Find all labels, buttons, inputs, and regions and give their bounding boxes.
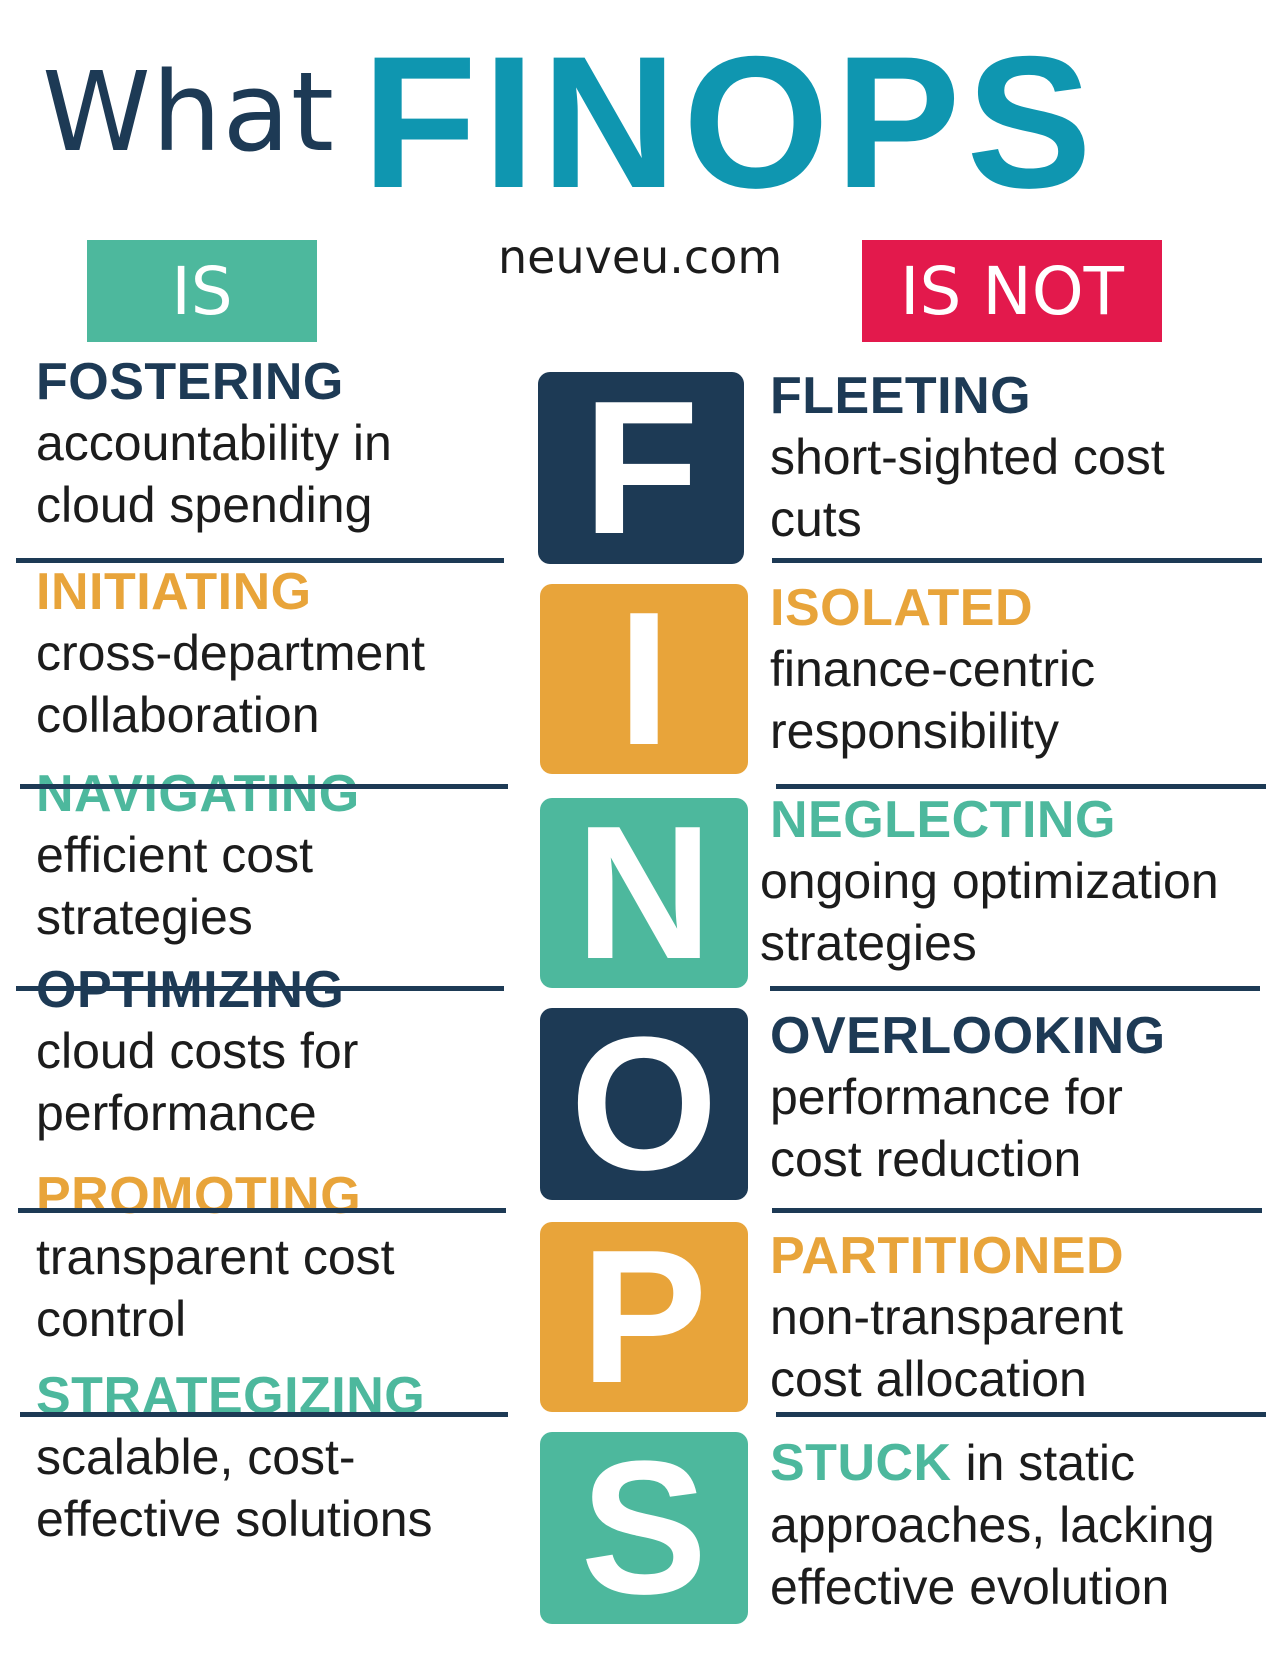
is-line: transparent cost [36,1229,395,1285]
isnot-keyword: STUCK [770,1434,952,1492]
isnot-item: OVERLOOKING performance for cost reducti… [770,1006,1270,1190]
divider [776,784,1266,789]
divider [16,558,504,563]
title-what: What [42,48,336,176]
isnot-item: FLEETING short-sighted cost cuts [770,366,1270,550]
is-keyword: PROMOTING [36,1167,362,1225]
letter-tile-n: N [540,798,748,988]
divider [18,1208,506,1213]
is-item: FOSTERING accountability in cloud spendi… [36,352,506,536]
letter-tile-o: O [540,1008,748,1200]
isnot-item: NEGLECTING ongoing optimization strategi… [760,790,1260,974]
isnot-inline-row: STUCK in static [770,1432,1270,1494]
isnot-column: FLEETING short-sighted cost cuts ISOLATE… [760,0,1270,1653]
divider [20,784,508,789]
is-keyword: STRATEGIZING [36,1367,426,1425]
isnot-line: non-transparent [770,1289,1124,1345]
isnot-keyword: OVERLOOKING [770,1007,1166,1065]
isnot-item: PARTITIONED non-transparent cost allocat… [770,1226,1270,1410]
isnot-keyword: PARTITIONED [770,1227,1125,1285]
is-item: PROMOTING transparent cost control [36,1166,506,1350]
isnot-item: ISOLATED finance-centric responsibility [770,578,1270,762]
is-column: FOSTERING accountability in cloud spendi… [36,0,506,1653]
is-keyword: NAVIGATING [36,765,360,823]
isnot-line: ongoing optimization [760,853,1219,909]
isnot-line: performance for [770,1069,1123,1125]
tile-letter: S [580,1422,708,1634]
is-line: collaboration [36,687,320,743]
letter-tile-f: F [538,372,744,564]
site-url: neuveu.com [498,230,783,284]
isnot-inline-tail: in static [951,1435,1136,1491]
tile-letter: F [582,362,700,574]
tile-letter: N [575,787,713,999]
isnot-line: effective evolution [770,1559,1170,1615]
isnot-line: approaches, lacking [770,1497,1215,1553]
divider [770,986,1260,991]
is-item: NAVIGATING efficient cost strategies [36,764,506,948]
isnot-line: finance-centric [770,641,1096,697]
isnot-keyword: NEGLECTING [770,791,1116,849]
divider [772,1208,1262,1213]
is-line: cloud costs for [36,1023,359,1079]
is-badge: IS [87,240,317,342]
header: What FINOPS neuveu.com IS IS NOT [0,0,1280,342]
is-line: control [36,1291,187,1347]
isnot-line: cost reduction [770,1131,1082,1187]
is-line: performance [36,1085,317,1141]
tile-letter: I [617,573,671,785]
title-finops: FINOPS [362,17,1098,227]
is-line: strategies [36,889,253,945]
tile-letter: P [580,1211,708,1423]
divider [772,558,1262,563]
is-line: efficient cost [36,827,314,883]
isnot-keyword: ISOLATED [770,579,1034,637]
is-item: STRATEGIZING scalable, cost- effective s… [36,1366,506,1550]
isnot-line: cuts [770,491,862,547]
isnot-keyword: FLEETING [770,367,1032,425]
isnot-badge: IS NOT [862,240,1162,342]
isnot-line: responsibility [770,703,1060,759]
is-line: cross-department [36,625,426,681]
isnot-line: cost allocation [770,1351,1087,1407]
is-line: accountability in [36,415,392,471]
letter-tile-i: I [540,584,748,774]
tile-letter: O [570,998,718,1210]
isnot-line: strategies [760,915,977,971]
divider [20,1412,508,1417]
divider [776,1412,1266,1417]
is-line: effective solutions [36,1491,433,1547]
divider [16,986,504,991]
is-keyword: FOSTERING [36,353,344,411]
letter-tile-s: S [540,1432,748,1624]
letter-tile-p: P [540,1222,748,1412]
is-keyword: INITIATING [36,563,312,621]
is-line: scalable, cost- [36,1429,356,1485]
isnot-line: short-sighted cost [770,429,1165,485]
is-line: cloud spending [36,477,373,533]
is-item: INITIATING cross-department collaboratio… [36,562,506,746]
isnot-item: STUCK in static approaches, lacking effe… [770,1432,1270,1618]
